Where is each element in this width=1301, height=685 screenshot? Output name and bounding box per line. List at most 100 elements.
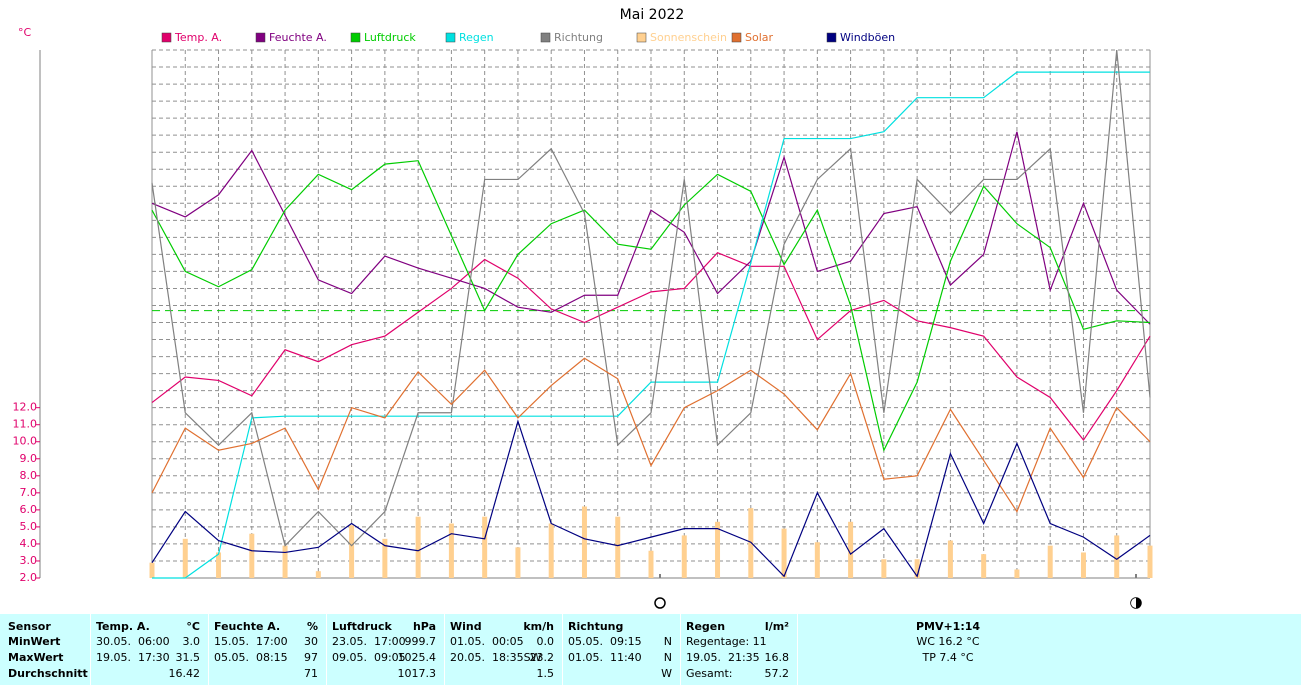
bar bbox=[648, 550, 654, 578]
legend-swatch bbox=[731, 32, 742, 43]
bar bbox=[1147, 545, 1153, 578]
column-header: Regen bbox=[686, 620, 726, 633]
bar bbox=[981, 554, 987, 578]
table-column: Regen l/m² Regentage: 11 19.05. 21:35 16.8 Ge… bbox=[680, 614, 797, 685]
cell-value: 97 bbox=[304, 651, 318, 664]
bar bbox=[548, 523, 554, 578]
bar bbox=[448, 523, 454, 578]
y-unit: °C bbox=[18, 26, 32, 39]
cell-time: 19.05. 21:35 bbox=[686, 651, 760, 664]
bar bbox=[349, 525, 355, 578]
chart: Mai 2022 °C 2.0 3.0 4.0 5.0 6.0 7.0 8.0 9.0 10.0… bbox=[13, 7, 1153, 609]
table-column: Sensor MinWert MaxWert Durchschnitt bbox=[0, 614, 90, 685]
row-label: Durchschnitt bbox=[8, 667, 88, 680]
cell-value: 71 bbox=[304, 667, 318, 680]
series-line bbox=[151, 251, 1151, 442]
cell-value: W bbox=[661, 667, 672, 680]
legend-swatch bbox=[826, 32, 837, 43]
column-unit: l/m² bbox=[764, 620, 789, 633]
cell-value: 1025.4 bbox=[397, 651, 437, 664]
bar bbox=[1114, 535, 1120, 578]
column-header: Sensor bbox=[8, 620, 51, 633]
cell-time: 01.05. 00:05 bbox=[450, 635, 524, 648]
bar bbox=[615, 516, 621, 578]
y-tick-label: 10.0 bbox=[13, 435, 38, 448]
chart-title: Mai 2022 bbox=[620, 7, 685, 23]
legend-label: Richtung bbox=[554, 31, 603, 44]
column-unit: % bbox=[306, 620, 318, 633]
legend-label: Feuchte A. bbox=[269, 31, 327, 44]
legend-label: Sonnenschein bbox=[650, 31, 727, 44]
cell-value: 999.7 bbox=[404, 635, 437, 648]
column-header: Richtung bbox=[568, 620, 624, 633]
legend-swatch bbox=[255, 32, 266, 43]
cell-time: 19.05. 17:30 bbox=[96, 651, 170, 664]
series-line bbox=[151, 131, 1151, 325]
legend-swatch bbox=[445, 32, 456, 43]
series-line bbox=[151, 49, 1151, 547]
cell-time: 01.05. 11:40 bbox=[568, 651, 642, 664]
y-tick-label: 9.0 bbox=[20, 452, 38, 465]
cell-time: 09.05. 09:05 bbox=[332, 651, 406, 664]
bar bbox=[581, 506, 587, 578]
cell-value: 3.0 bbox=[182, 635, 201, 648]
bar bbox=[315, 571, 321, 578]
cell-value: N bbox=[663, 651, 672, 664]
series-line bbox=[151, 419, 1151, 578]
legend-label: Solar bbox=[745, 31, 774, 44]
bar bbox=[781, 528, 787, 578]
moon-shade bbox=[1131, 598, 1136, 608]
row-label: MinWert bbox=[8, 635, 61, 648]
column-unit: hPa bbox=[412, 620, 436, 633]
column-unit: °C bbox=[186, 620, 200, 633]
series-line bbox=[152, 71, 1150, 579]
cell-time: 15.05. 17:00 bbox=[214, 635, 288, 648]
bar bbox=[848, 521, 854, 578]
y-tick-label: 8.0 bbox=[20, 469, 38, 482]
column-header: Wind bbox=[450, 620, 482, 633]
y-tick-label: 2.0 bbox=[20, 571, 38, 584]
pmv-title: PMV+1:14 bbox=[915, 620, 981, 633]
table-column: Luftdruck hPa 23.05. 17:00 999.7 09.05. 09:0… bbox=[326, 614, 444, 685]
cell-time: 05.05. 08:15 bbox=[214, 651, 288, 664]
bar bbox=[881, 559, 887, 578]
cell-time: 20.05. 18:35SW bbox=[450, 651, 542, 664]
bar bbox=[515, 547, 521, 578]
bar bbox=[914, 559, 920, 578]
y-tick-label: 4.0 bbox=[20, 537, 38, 550]
y-tick-label: 5.0 bbox=[20, 520, 38, 533]
pmv-line: TP 7.4 °C bbox=[922, 651, 974, 664]
bar bbox=[282, 545, 288, 578]
pmv-line: WC 16.2 °C bbox=[916, 635, 980, 648]
pmv-column: PMV+1:14 WC 16.2 °C TP 7.4 °C bbox=[797, 614, 1301, 685]
cell-value: 16.42 bbox=[168, 667, 201, 680]
cell-value: 1.5 bbox=[536, 667, 555, 680]
legend-label: Regen bbox=[459, 31, 494, 44]
cell-value: 23.2 bbox=[529, 651, 555, 664]
cell-value: 16.8 bbox=[764, 651, 790, 664]
bar bbox=[1047, 545, 1053, 578]
series-line bbox=[151, 357, 1151, 513]
bar bbox=[681, 535, 687, 578]
y-tick-label: 7.0 bbox=[20, 486, 38, 499]
cell-value: 30 bbox=[304, 635, 318, 648]
bar bbox=[482, 516, 488, 578]
cell-time: 05.05. 09:15 bbox=[568, 635, 642, 648]
column-unit: km/h bbox=[523, 620, 554, 633]
cell-time: 30.05. 06:00 bbox=[96, 635, 170, 648]
cell-value: 0.0 bbox=[536, 635, 555, 648]
column-header: Feuchte A. bbox=[214, 620, 281, 633]
column-header: Luftdruck bbox=[332, 620, 392, 633]
bar bbox=[1080, 552, 1086, 578]
cell-value: 1017.3 bbox=[397, 667, 437, 680]
legend-swatch bbox=[540, 32, 551, 43]
y-tick-label: 3.0 bbox=[20, 554, 38, 567]
table-column: Richtung 05.05. 09:15 N 01.05. 11:40 N W bbox=[562, 614, 680, 685]
column-header: Temp. A. bbox=[96, 620, 150, 633]
cell-value: N bbox=[663, 635, 672, 648]
bar bbox=[382, 538, 388, 578]
cell-time: 23.05. 17:00 bbox=[332, 635, 406, 648]
table-column: Wind km/h 01.05. 00:05 0.0 20.05. 18:35SW 23.… bbox=[444, 614, 562, 685]
cell-value: 31.5 bbox=[175, 651, 201, 664]
row-label: MaxWert bbox=[8, 651, 64, 664]
